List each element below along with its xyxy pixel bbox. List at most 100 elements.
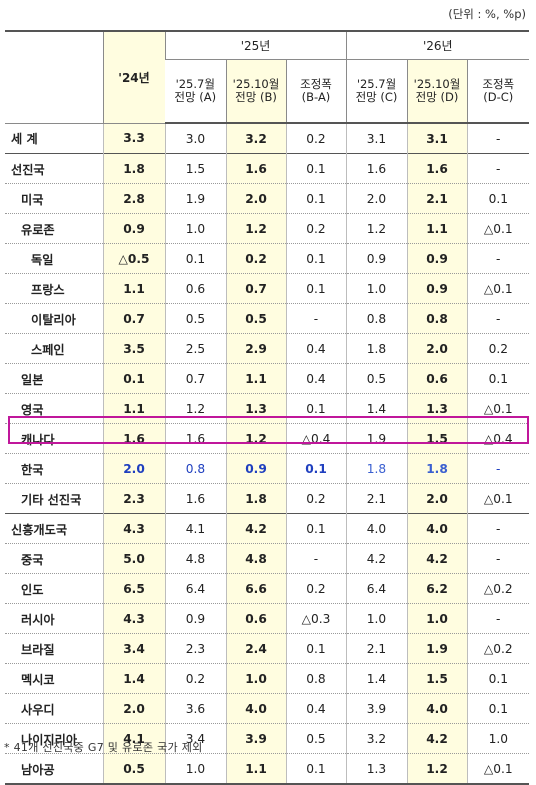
table-row: 중국 5.0 4.8 4.8-4.2 4.2- [5, 543, 530, 574]
value-cell: 4.2 [406, 543, 467, 574]
value-cell: 3.9 [225, 723, 286, 754]
value-cell: 0.1 [466, 663, 530, 694]
value-cell: 1.8 [406, 453, 467, 484]
value-cell: △0.2 [466, 573, 530, 604]
table-row: 프랑스 1.1 0.6 0.7 0.1 1.0 0.9 △0.1 [5, 273, 530, 304]
value-cell: 0.8 [406, 303, 467, 334]
row-label: 독일 [5, 243, 103, 274]
row-label: 브라질 [5, 633, 103, 664]
value-cell: 0.8 [285, 663, 346, 694]
value-cell: 0.5 [164, 303, 226, 334]
table-row: 나이지리아 4.1 3.4 3.9 0.5 3.2 4.2 1.0 [5, 723, 530, 754]
value-cell: △0.1 [466, 273, 530, 304]
row-label: 기타 선진국 [5, 483, 103, 514]
value-cell: 2.0 [345, 183, 407, 214]
row-label: 세 계 [5, 122, 103, 154]
value-cell: 4.3 [102, 603, 165, 634]
table-row: 남아공 0.5 1.0 1.1 0.1 1.3 1.2 △0.1 [5, 753, 530, 784]
value-cell: 1.5 [406, 663, 467, 694]
value-cell: 0.1 [466, 693, 530, 724]
value-cell: 0.6 [164, 273, 226, 304]
row-label: 영국 [5, 393, 103, 424]
value-cell: 1.0 [225, 663, 286, 694]
value-cell: 0.9 [406, 243, 467, 274]
value-cell: 3.5 [102, 333, 165, 364]
row-label: 멕시코 [5, 663, 103, 694]
value-cell: 1.1 [225, 363, 286, 394]
value-cell: 0.9 [225, 453, 286, 484]
value-cell: 0.6 [225, 603, 286, 634]
value-cell: 4.8 [225, 543, 286, 574]
value-cell: 0.1 [285, 753, 346, 784]
unit-note: (단위 : %, %p) [448, 7, 526, 21]
table-row: 선진국 1.8 1.5 1.6 0.1 1.6 1.6- [5, 153, 530, 184]
value-cell: 0.4 [285, 333, 346, 364]
value-cell: △0.3 [285, 603, 346, 634]
table-row: 캐나다 1.6 1.6 1.2 △0.4 1.9 1.5 △0.4 [5, 423, 530, 454]
value-cell: 2.1 [345, 633, 407, 664]
value-cell: - [285, 543, 346, 574]
value-cell: 2.8 [102, 183, 165, 214]
header-blank [5, 31, 103, 124]
value-cell: 1.6 [102, 423, 165, 454]
value-cell: 0.9 [164, 603, 226, 634]
value-cell: 0.1 [466, 363, 530, 394]
table-row: 일본 0.1 0.7 1.1 0.4 0.5 0.6 0.1 [5, 363, 530, 394]
value-cell: 1.4 [345, 663, 407, 694]
subheader-cell: '25.10월 전망 (B) [225, 59, 286, 124]
table-row: 유로존 0.9 1.0 1.2 0.2 1.2 1.1 △0.1 [5, 213, 530, 244]
value-cell: 1.2 [225, 213, 286, 244]
value-cell: 0.2 [164, 663, 226, 694]
value-cell: 1.3 [406, 393, 467, 424]
value-cell: 3.9 [345, 693, 407, 724]
value-cell: - [466, 603, 530, 634]
value-cell: 1.0 [345, 273, 407, 304]
value-cell: 6.2 [406, 573, 467, 604]
value-cell: 0.1 [164, 243, 226, 274]
value-cell: 4.0 [345, 513, 407, 544]
value-cell: 0.1 [102, 363, 165, 394]
value-cell: - [466, 122, 530, 154]
value-cell: 0.1 [285, 183, 346, 214]
value-cell: 0.2 [466, 333, 530, 364]
value-cell: 1.1 [102, 273, 165, 304]
value-cell: 1.0 [466, 723, 530, 754]
subheader-cell: 조정폭 (D-C) [466, 59, 530, 124]
header-year-26: '26년 [345, 31, 530, 60]
value-cell: 2.3 [164, 633, 226, 664]
value-cell: 0.8 [345, 303, 407, 334]
value-cell: 4.8 [164, 543, 226, 574]
row-label: 나이지리아 [5, 723, 103, 754]
value-cell: 0.5 [345, 363, 407, 394]
value-cell: 1.5 [406, 423, 467, 454]
value-cell: 1.4 [102, 663, 165, 694]
value-cell: 0.6 [406, 363, 467, 394]
value-cell: 0.5 [225, 303, 286, 334]
value-cell: 6.4 [164, 573, 226, 604]
value-cell: 2.5 [164, 333, 226, 364]
value-cell: 2.9 [225, 333, 286, 364]
value-cell: 1.0 [406, 603, 467, 634]
value-cell: 2.0 [406, 483, 467, 514]
value-cell: 3.2 [225, 122, 286, 154]
value-cell: 1.9 [406, 633, 467, 664]
value-cell: 4.0 [225, 693, 286, 724]
subheader-cell: 조정폭 (B-A) [285, 59, 346, 124]
header-year-24: '24년 [102, 31, 165, 124]
row-label: 프랑스 [5, 273, 103, 304]
value-cell: 1.4 [345, 393, 407, 424]
value-cell: 1.1 [102, 393, 165, 424]
value-cell: - [466, 453, 530, 484]
value-cell: 1.0 [164, 753, 226, 784]
value-cell: - [285, 303, 346, 334]
value-cell: 6.5 [102, 573, 165, 604]
value-cell: - [466, 303, 530, 334]
value-cell: 4.0 [406, 693, 467, 724]
value-cell: - [466, 243, 530, 274]
value-cell: - [466, 543, 530, 574]
value-cell: 0.1 [285, 153, 346, 184]
value-cell: 4.2 [345, 543, 407, 574]
table-row: 미국 2.8 1.9 2.0 0.1 2.0 2.1 0.1 [5, 183, 530, 214]
footnote: * 41개 선진국중 G7 및 유로존 국가 제외 [4, 741, 203, 754]
value-cell: 1.2 [345, 213, 407, 244]
